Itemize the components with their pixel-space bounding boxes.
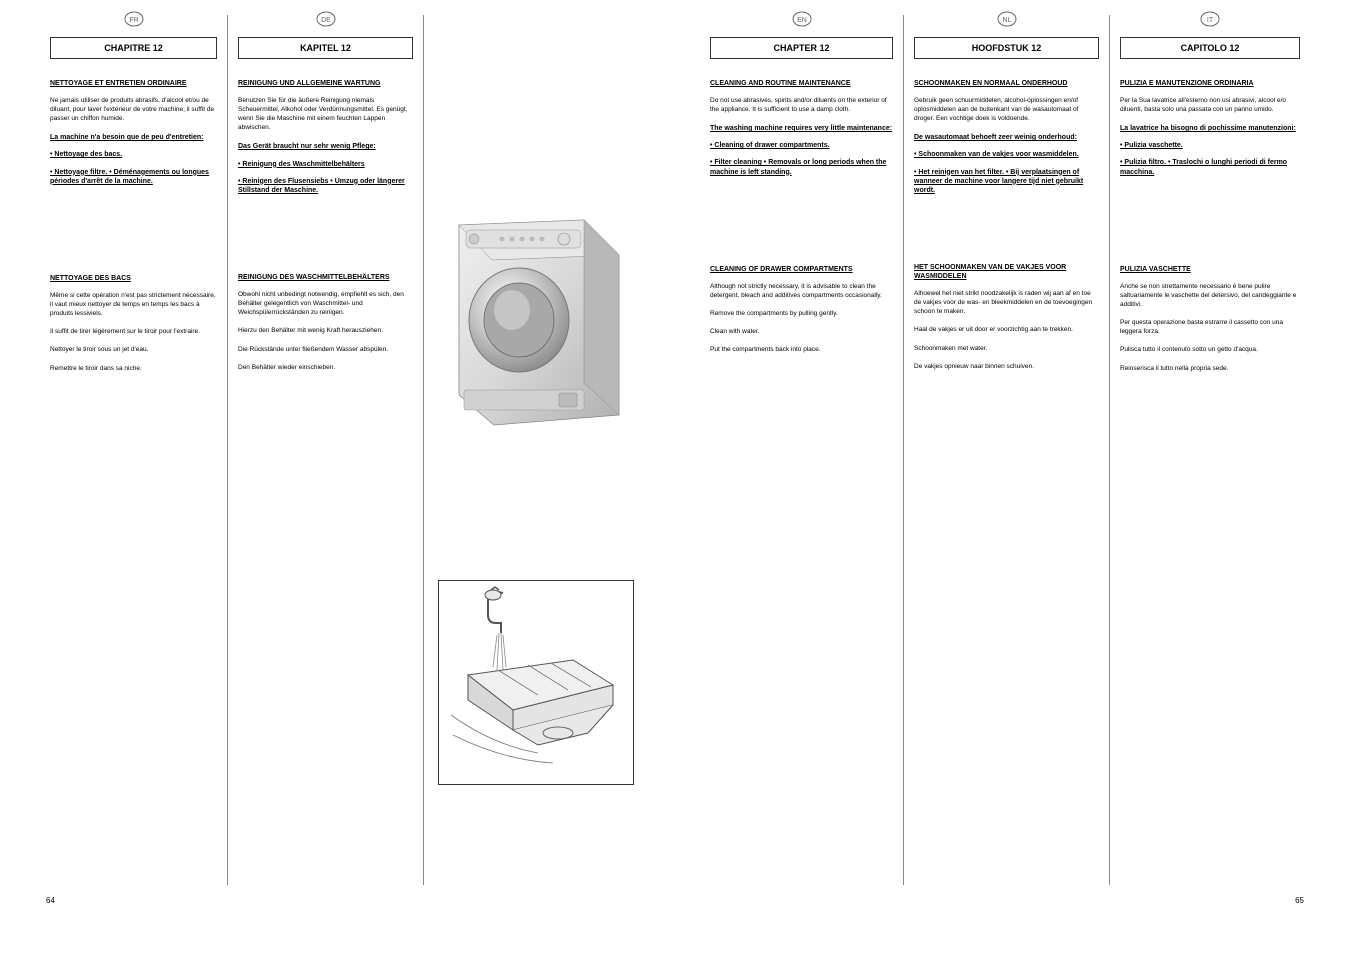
chapter-title: KAPITEL 12: [238, 37, 413, 59]
section-heading: REINIGUNG UND ALLGEMEINE WARTUNG: [238, 79, 413, 88]
lang-badge-fr: FR: [122, 10, 146, 33]
body-paragraph: Benutzen Sie für die äußere Reinigung ni…: [238, 96, 413, 132]
body-paragraph: Même si cette opération n'est pas strict…: [50, 291, 217, 373]
section-heading: • Pulizia vaschette.: [1120, 141, 1300, 150]
section-heading: • Reinigen des Flusensiebs • Umzug oder …: [238, 177, 413, 195]
lang-badge-nl: NL: [995, 10, 1019, 33]
svg-text:IT: IT: [1207, 17, 1214, 24]
section-heading: PULIZIA E MANUTENZIONE ORDINARIA: [1120, 79, 1300, 88]
chapter-title: CHAPTER 12: [710, 37, 893, 59]
page-number: 65: [1274, 896, 1304, 905]
section-heading: HET SCHOONMAKEN VAN DE VAKJES VOOR WASMI…: [914, 263, 1099, 281]
body-paragraph: Gebruik geen schuurmiddelen, alcohol-opl…: [914, 96, 1099, 123]
body-paragraph: Alhoewel het niet strikt noodzakelijk is…: [914, 289, 1099, 371]
lang-badge-de: DE: [314, 10, 338, 33]
body-paragraph: Obwohl nicht unbedingt notwendig, empfie…: [238, 290, 413, 372]
section-heading: Das Gerät braucht nur sehr wenig Pflege:: [238, 142, 413, 151]
body-paragraph: Do not use abrasives, spirits and/or dil…: [710, 96, 893, 114]
section-heading: De wasautomaat behoeft zeer weinig onder…: [914, 133, 1099, 142]
section-heading: • Nettoyage des bacs.: [50, 150, 217, 159]
section-heading: NETTOYAGE DES BACS: [50, 274, 217, 283]
svg-text:EN: EN: [797, 17, 807, 24]
manual-spread: FR CHAPITRE 12 NETTOYAGE ET ENTRETIEN OR…: [0, 0, 1351, 954]
lang-badge-en: EN: [790, 10, 814, 33]
column-de: DE KAPITEL 12 REINIGUNG UND ALLGEMEINE W…: [228, 15, 424, 885]
section-heading: • Reinigung des Waschmittelbehälters: [238, 160, 413, 169]
section-heading: La machine n'a besoin que de peu d'entre…: [50, 133, 217, 142]
spine-gap: [640, 15, 700, 885]
chapter-title: CAPITOLO 12: [1120, 37, 1300, 59]
section-heading: SCHOONMAKEN EN NORMAAL ONDERHOUD: [914, 79, 1099, 88]
column-images: [424, 15, 640, 885]
page-number: 64: [46, 896, 76, 905]
chapter-title: HOOFDSTUK 12: [914, 37, 1099, 59]
section-heading: • Pulizia filtro. • Traslochi o lunghi p…: [1120, 158, 1300, 176]
body-paragraph: Although not strictly necessary, it is a…: [710, 282, 893, 355]
section-heading: PULIZIA VASCHETTE: [1120, 265, 1300, 274]
column-nl: NL HOOFDSTUK 12 SCHOONMAKEN EN NORMAAL O…: [904, 15, 1110, 885]
section-heading: • Het reinigen van het filter. • Bij ver…: [914, 168, 1099, 195]
section-heading: REINIGUNG DES WASCHMITTELBEHÄLTERS: [238, 273, 413, 282]
column-en: EN CHAPTER 12 CLEANING AND ROUTINE MAINT…: [700, 15, 904, 885]
svg-text:NL: NL: [1002, 17, 1011, 24]
section-heading: La lavatrice ha bisogno di pochissime ma…: [1120, 124, 1300, 133]
body-paragraph: Ne jamais utiliser de produits abrasifs,…: [50, 96, 217, 123]
washing-machine-illustration: [444, 215, 630, 440]
lang-badge-it: IT: [1198, 10, 1222, 33]
svg-text:DE: DE: [321, 17, 331, 24]
body-paragraph: Per la Sua lavatrice all'esterno non usi…: [1120, 96, 1300, 114]
section-heading: CLEANING OF DRAWER COMPARTMENTS: [710, 265, 893, 274]
svg-text:FR: FR: [129, 17, 138, 24]
column-it: IT CAPITOLO 12 PULIZIA E MANUTENZIONE OR…: [1110, 15, 1310, 885]
chapter-title: CHAPITRE 12: [50, 37, 217, 59]
drawer-cleaning-illustration: [438, 580, 634, 785]
section-heading: • Filter cleaning • Removals or long per…: [710, 158, 893, 176]
body-paragraph: Anche se non strettamente necessario é b…: [1120, 282, 1300, 373]
section-heading: • Cleaning of drawer compartments.: [710, 141, 893, 150]
column-fr: FR CHAPITRE 12 NETTOYAGE ET ENTRETIEN OR…: [40, 15, 228, 885]
section-heading: CLEANING AND ROUTINE MAINTENANCE: [710, 79, 893, 88]
section-heading: • Schoonmaken van de vakjes voor wasmidd…: [914, 150, 1099, 159]
section-heading: The washing machine requires very little…: [710, 124, 893, 133]
section-heading: • Nettoyage filtre. • Déménagements ou l…: [50, 168, 217, 186]
section-heading: NETTOYAGE ET ENTRETIEN ORDINAIRE: [50, 79, 217, 88]
